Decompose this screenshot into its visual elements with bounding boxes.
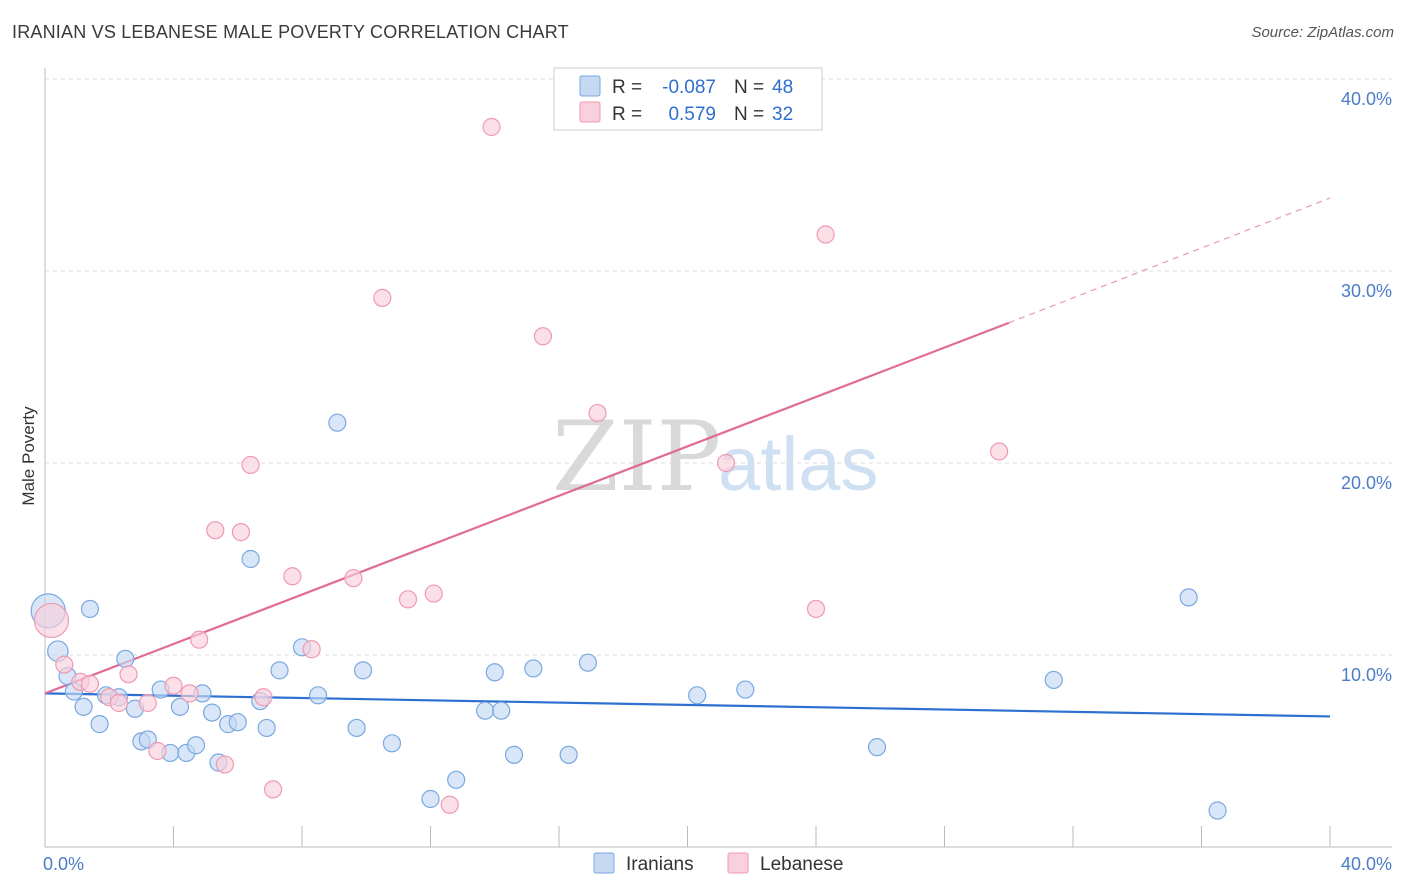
iranians-trend-line	[44, 692, 1331, 718]
iranians-point	[353, 661, 373, 680]
legend-swatch-iranians	[579, 75, 601, 97]
lebanese-point	[119, 665, 138, 684]
iranians-point	[257, 718, 276, 738]
lebanese-point	[283, 567, 302, 586]
lebanese-point	[263, 780, 283, 799]
legend-r-value-2: 0.579	[668, 104, 716, 125]
chart-title: IRANIAN VS LEBANESE MALE POVERTY CORRELA…	[12, 22, 569, 42]
lebanese-point	[344, 569, 363, 588]
lebanese-point	[148, 741, 167, 761]
iranians-point	[1044, 670, 1063, 690]
iranians-point	[485, 663, 504, 682]
y-tick-label: 30.0%	[1341, 281, 1392, 301]
lebanese-point	[588, 403, 607, 423]
legend-r-label-1: R =	[612, 77, 642, 98]
lebanese-point	[816, 225, 835, 244]
lebanese-point	[990, 442, 1009, 461]
iranians-point	[90, 715, 109, 734]
lebanese-point	[533, 327, 553, 346]
lebanese-point	[55, 655, 74, 674]
series-legend-label-lebanese: Lebanese	[760, 854, 843, 875]
lebanese-point	[424, 584, 443, 603]
series-legend-label-iranians: Iranians	[626, 854, 694, 875]
legend-n-label-1: N =	[734, 77, 764, 98]
lebanese-point	[231, 523, 251, 542]
y-axis-tick-labels: 10.0% 20.0% 30.0% 40.0%	[1341, 89, 1392, 685]
iranians-point	[1179, 588, 1198, 607]
watermark-atlas: atlas	[718, 422, 879, 507]
chart-source: Source: ZipAtlas.com	[1251, 24, 1394, 41]
lebanese-point	[80, 674, 100, 693]
iranians-point	[736, 680, 755, 699]
lebanese-trend-extension	[1008, 197, 1331, 324]
iranians-point	[504, 745, 524, 764]
iranians-point	[492, 701, 511, 720]
legend-swatch-lebanese	[579, 101, 601, 123]
series-legend: Iranians Lebanese	[593, 852, 843, 875]
iranians-point	[270, 661, 289, 680]
iranians-point	[524, 659, 543, 678]
iranians-point	[382, 734, 402, 753]
iranians-point	[447, 770, 466, 789]
correlation-legend: R = -0.087 N = 48 R = 0.579 N = 32	[553, 67, 823, 131]
lebanese-point	[215, 755, 234, 774]
iranians-point	[688, 686, 707, 705]
legend-r-value-1: -0.087	[662, 77, 716, 98]
series-legend-swatch-lebanese	[727, 852, 749, 874]
legend-n-value-2: 32	[772, 104, 793, 125]
lebanese-point	[254, 688, 273, 707]
watermark: ZIP atlas	[552, 401, 879, 513]
y-tick-label: 10.0%	[1341, 665, 1392, 685]
iranians-point	[228, 713, 247, 732]
lebanese-point	[180, 684, 199, 703]
lebanese-point	[373, 288, 392, 307]
lebanese-point	[716, 453, 736, 473]
iranians-point	[1208, 801, 1227, 820]
lebanese-point	[806, 599, 826, 619]
iranians-point	[241, 549, 260, 569]
x-tick-label-min: 0.0%	[43, 854, 84, 874]
iranians-point	[116, 649, 135, 668]
iranians-point	[308, 686, 328, 705]
lebanese-point	[302, 640, 321, 659]
iranians-point	[186, 736, 206, 755]
lebanese-point	[33, 602, 70, 639]
iranians-point	[578, 653, 598, 672]
lebanese-point	[482, 117, 501, 137]
lebanese-point	[398, 590, 418, 609]
legend-n-value-1: 48	[772, 77, 793, 98]
iranians-point	[74, 697, 93, 716]
y-axis-title: Male Poverty	[19, 406, 38, 506]
iranians-point	[328, 413, 347, 432]
legend-n-label-2: N =	[734, 104, 764, 125]
iranians-point	[80, 599, 100, 619]
lebanese-point	[206, 521, 225, 540]
y-tick-label: 20.0%	[1341, 473, 1392, 493]
lebanese-point	[164, 676, 183, 695]
iranians-point	[347, 718, 366, 738]
lebanese-point	[109, 693, 128, 713]
lebanese-point	[440, 795, 459, 814]
series-legend-swatch-iranians	[593, 852, 615, 874]
lebanese-point	[241, 455, 260, 475]
lebanese-trend-line	[44, 321, 1010, 695]
series-lebanese-points	[33, 117, 1009, 814]
iranians-point	[476, 701, 495, 720]
lebanese-point	[190, 630, 209, 649]
lebanese-point	[138, 693, 157, 713]
x-tick-label-max: 40.0%	[1341, 854, 1392, 874]
y-tick-label: 40.0%	[1341, 89, 1392, 109]
iranians-point	[867, 738, 887, 757]
iranians-point	[559, 745, 578, 764]
legend-r-label-2: R =	[612, 104, 642, 125]
watermark-zip: ZIP	[552, 401, 721, 513]
iranians-point	[170, 697, 190, 716]
grid-lines	[45, 78, 1392, 656]
iranians-point	[421, 789, 440, 809]
x-axis-ticks	[44, 826, 1331, 847]
iranians-point	[202, 703, 222, 722]
